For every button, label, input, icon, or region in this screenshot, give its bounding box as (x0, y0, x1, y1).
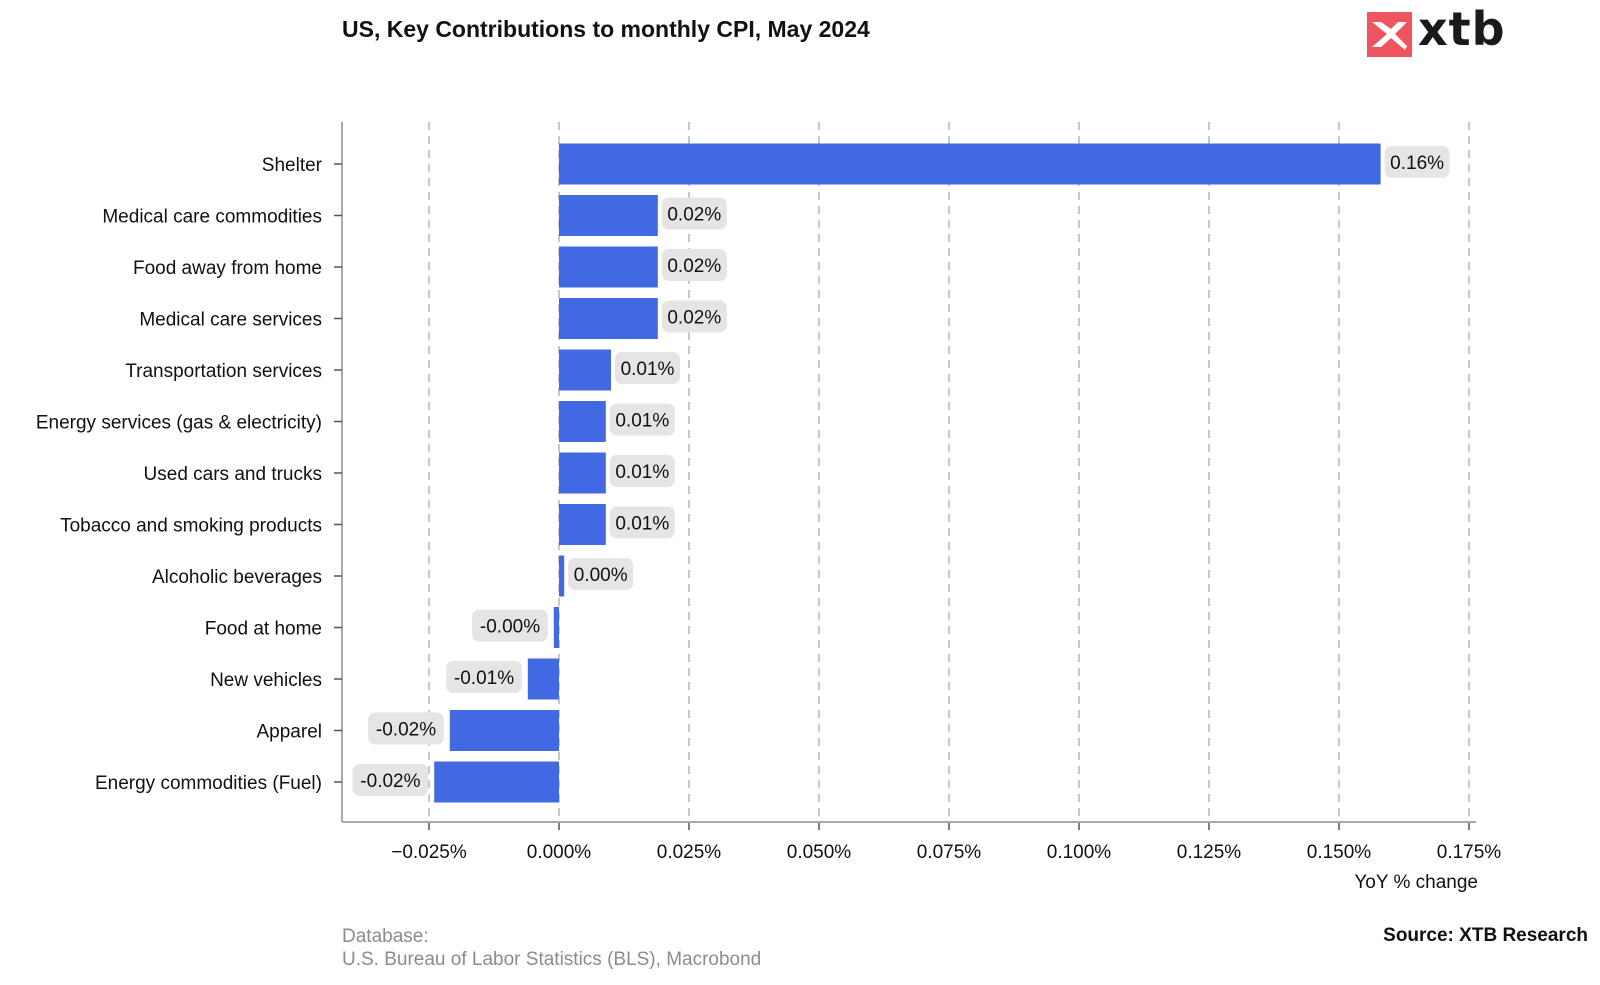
xtb-logo-text: xtb (1418, 2, 1506, 56)
database-note: Database: U.S. Bureau of Labor Statistic… (342, 925, 761, 971)
category-label: Shelter (262, 155, 323, 176)
data-label-bg (661, 197, 727, 230)
data-label-text: 0.00% (574, 565, 628, 586)
chart-title: US, Key Contributions to monthly CPI, Ma… (342, 16, 870, 42)
xtb-logo-mark-icon (1367, 12, 1412, 57)
category-label: Energy commodities (Fuel) (95, 773, 322, 794)
category-label: Energy services (gas & electricity) (36, 413, 322, 434)
x-tick-label: 0.150% (1307, 842, 1372, 863)
category-label: Food away from home (133, 258, 322, 279)
data-label-text: -0.01% (454, 668, 514, 689)
axes (334, 122, 1477, 830)
category-label: Food at home (205, 619, 322, 640)
x-tick-label: 0.125% (1177, 842, 1242, 863)
source-note: Source: XTB Research (1383, 925, 1588, 946)
bar (527, 658, 559, 700)
x-tick-label: 0.100% (1047, 842, 1112, 863)
data-label-bg (615, 352, 680, 384)
bar (559, 246, 658, 288)
data-label-bg (609, 455, 675, 487)
category-label: Used cars and trucks (144, 464, 322, 485)
database-sources: U.S. Bureau of Labor Statistics (BLS), M… (342, 949, 762, 970)
data-label-text: 0.02% (667, 308, 721, 329)
x-tick-label: 0.025% (657, 842, 722, 863)
data-label: -0.00% (472, 609, 548, 642)
data-label: -0.02% (368, 712, 444, 745)
x-axis-label: YoY % change (1354, 872, 1478, 893)
category-label: Medical care commodities (102, 207, 322, 228)
data-label-bg (661, 300, 727, 333)
x-tick-label: 0.050% (787, 842, 852, 863)
category-label: New vehicles (210, 670, 322, 691)
data-label: 0.02% (661, 300, 727, 333)
data-label: 0.00% (568, 558, 634, 590)
bars (434, 143, 1381, 803)
data-labels: 0.16% 0.02% 0.02% 0.02% 0.01% 0.01% 0.01% 0.01%… (352, 146, 1450, 796)
bar (553, 607, 559, 648)
data-label: 0.01% (609, 403, 675, 436)
bar (559, 504, 606, 545)
data-label-text: 0.01% (615, 462, 669, 483)
bar (559, 143, 1381, 185)
x-tick-label: −0.025% (391, 842, 467, 863)
data-label-bg (472, 609, 548, 642)
data-label-text: 0.02% (667, 256, 721, 277)
data-label-text: 0.01% (621, 359, 675, 380)
data-label-bg (446, 661, 522, 693)
category-labels: Shelter Medical care commodities Food away… (36, 155, 323, 794)
data-label-bg (568, 558, 634, 590)
data-label: 0.01% (609, 455, 675, 487)
bar (449, 710, 559, 751)
category-label: Transportation services (125, 361, 322, 382)
data-label-text: -0.02% (360, 771, 420, 792)
bar (559, 349, 611, 391)
data-label-bg (661, 249, 727, 281)
data-label: 0.16% (1384, 146, 1450, 178)
x-tick-label: 0.175% (1437, 842, 1502, 863)
data-label: 0.01% (615, 352, 680, 384)
x-tick-labels: −0.025% 0.000% 0.025% 0.050% 0.075% 0.100% 0.1… (391, 842, 1501, 863)
bar (559, 195, 658, 236)
data-label-text: -0.02% (376, 720, 436, 741)
bar (559, 452, 606, 494)
data-label: 0.02% (661, 197, 727, 230)
database-label: Database: (342, 926, 429, 947)
x-tick-label: 0.075% (917, 842, 982, 863)
category-label: Tobacco and smoking products (60, 516, 322, 537)
bar (434, 761, 559, 803)
category-label: Alcoholic beverages (152, 567, 322, 588)
data-label: -0.01% (446, 661, 522, 693)
data-label-bg (609, 403, 675, 436)
data-label-bg (609, 506, 675, 539)
data-label-text: 0.16% (1390, 153, 1444, 174)
data-label-text: -0.00% (480, 617, 540, 638)
category-label: Medical care services (139, 310, 322, 331)
bar (559, 298, 658, 339)
data-label-bg (368, 712, 444, 745)
data-label-text: 0.01% (615, 514, 669, 535)
x-tick-label: 0.000% (527, 842, 592, 863)
grid-lines (428, 122, 1470, 822)
bar (559, 401, 606, 442)
data-label: 0.02% (661, 249, 727, 281)
category-label: Apparel (257, 722, 323, 743)
xtb-logo: xtb (1367, 2, 1505, 60)
data-label-text: 0.01% (615, 411, 669, 432)
data-label-bg (352, 764, 429, 796)
bar (559, 555, 565, 597)
data-label-text: 0.02% (667, 205, 721, 226)
data-label-bg (1384, 146, 1450, 178)
data-label: -0.02% (352, 764, 429, 796)
data-label: 0.01% (609, 506, 675, 539)
